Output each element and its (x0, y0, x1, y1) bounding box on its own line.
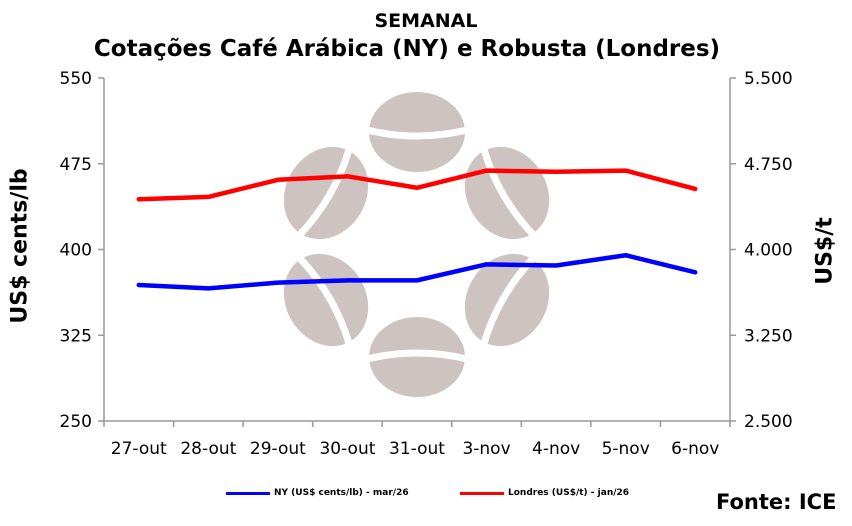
legend-item-ny: NY (US$ cents/lb) - mar/26 (226, 488, 409, 498)
coffee-bean-shape-3 (369, 317, 465, 397)
y-right-tick-label: 4.000 (744, 241, 793, 261)
y-right-tick-label: 4.750 (744, 155, 793, 175)
coffee-bean-shape-1 (464, 146, 550, 240)
legend-swatch-ny (226, 491, 270, 495)
source-label: Fonte: ICE (716, 490, 837, 514)
coffee-bean-crease-0 (366, 126, 468, 140)
x-tick-label: 27-out (111, 439, 167, 459)
coffee-bean-shape-2 (464, 253, 550, 347)
chart-axes (98, 77, 736, 427)
x-tick-label: 30-out (319, 439, 375, 459)
coffee-bean-0 (366, 92, 468, 172)
x-tick-label: 3-nov (462, 439, 510, 459)
y-right-tick-label: 5.500 (744, 69, 793, 89)
legend-label-ny: NY (US$ cents/lb) - mar/26 (274, 488, 409, 498)
coffee-bean-4 (283, 253, 369, 347)
series-line-0 (136, 252, 698, 291)
coffee-bean-shape-4 (283, 253, 369, 347)
chart-series-lines (136, 168, 698, 291)
series-line-1 (136, 168, 698, 202)
coffee-bean-crease-5 (296, 147, 353, 238)
x-tick-label: 29-out (250, 439, 306, 459)
x-tick-label: 28-out (180, 439, 236, 459)
coffee-bean-5 (283, 146, 369, 240)
legend-item-londres: Londres (US$/t) - jan/26 (460, 488, 629, 498)
legend-swatch-londres (460, 491, 504, 495)
x-tick-label: 5-nov (602, 439, 650, 459)
y-left-tick-label: 475 (60, 155, 92, 175)
y-left-tick-label: 250 (60, 412, 92, 432)
chart-tick-labels: 250 325 400 475 550 2.500 3.250 4.000 4.750 5.500… (60, 69, 793, 459)
coffee-bean-crease-4 (296, 255, 353, 346)
x-tick-label: 31-out (389, 439, 445, 459)
chart-subtitle: Cotações Café Arábica (NY) e Robusta (Lo… (93, 36, 721, 62)
coffee-beans-watermark-icon (283, 92, 550, 397)
y-left-tick-label: 400 (60, 241, 92, 261)
y-left-tick-label: 550 (60, 69, 92, 89)
coffee-bean-2 (464, 253, 550, 347)
coffee-bean-3 (366, 317, 468, 397)
legend-label-londres: Londres (US$/t) - jan/26 (508, 488, 630, 498)
coffee-bean-crease-1 (480, 147, 537, 238)
x-tick-label: 6-nov (671, 439, 719, 459)
coffee-bean-shape-5 (283, 146, 369, 240)
coffee-bean-crease-3 (366, 349, 468, 363)
coffee-bean-shape-0 (369, 92, 465, 172)
y-right-tick-label: 2.500 (744, 412, 793, 432)
y-right-tick-label: 3.250 (744, 326, 793, 346)
coffee-bean-1 (464, 146, 550, 240)
chart-title: SEMANAL (374, 10, 478, 32)
y-left-tick-label: 325 (60, 326, 92, 346)
x-tick-label: 4-nov (532, 439, 580, 459)
